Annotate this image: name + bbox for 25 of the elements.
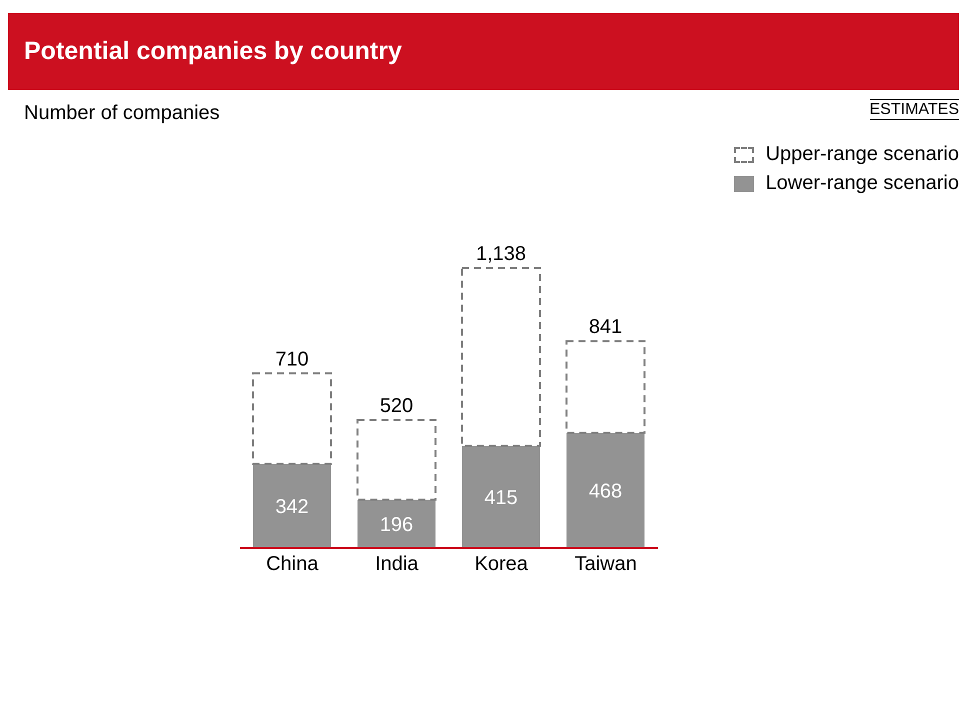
total-label: 520	[380, 395, 414, 418]
legend-label: Lower-range scenario	[766, 172, 959, 195]
bar	[253, 464, 331, 548]
total-label: 710	[275, 348, 309, 370]
bar	[356, 419, 436, 501]
x-tick-label: China	[266, 553, 320, 576]
data-label: 468	[588, 480, 622, 502]
chart-subtitle: Number of companies	[24, 102, 220, 125]
legend-label: Upper-range scenario	[766, 143, 959, 166]
chart-title: Potential companies by country	[24, 37, 402, 66]
total-label: 1,138	[476, 243, 526, 265]
x-tick-label: Taiwan	[574, 553, 637, 576]
bar	[566, 432, 644, 548]
x-tick-label: India	[375, 553, 420, 576]
text: ESTIMATES	[870, 99, 959, 120]
total-label: 841	[588, 316, 622, 338]
data-label: 415	[484, 486, 518, 509]
x-tick-label: Korea	[474, 553, 529, 576]
bar	[252, 372, 332, 465]
bar	[566, 340, 646, 434]
data-label: 342	[275, 496, 309, 518]
bar	[462, 446, 540, 548]
bar	[461, 267, 541, 447]
data-label: 196	[380, 514, 414, 536]
bar	[358, 500, 436, 548]
